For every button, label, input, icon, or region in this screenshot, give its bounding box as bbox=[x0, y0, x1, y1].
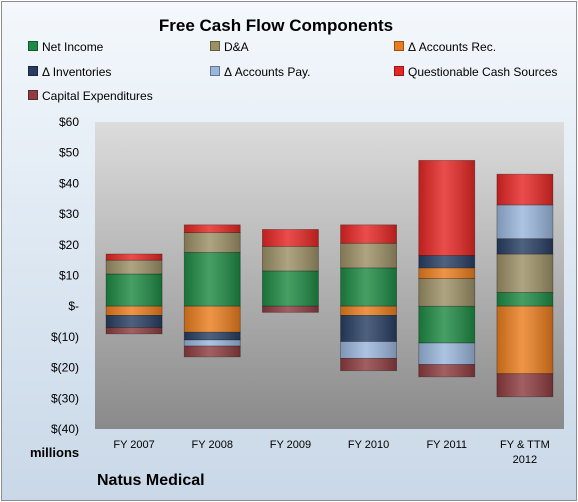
bar-accounts-pay-fy-2011-shading bbox=[418, 343, 475, 365]
bar-inventories-fy-2011-shading bbox=[418, 255, 475, 268]
y-tick-label: $(10) bbox=[51, 330, 79, 344]
legend-label-questionable-cash: Questionable Cash Sources bbox=[408, 65, 558, 79]
legend-item-accounts-pay: Δ Accounts Pay. bbox=[210, 65, 311, 79]
legend-swatch-da bbox=[210, 41, 220, 51]
bar-d-a-fy-ttm-2012-shading bbox=[496, 254, 553, 293]
x-tick-label: FY & TTM 2012 bbox=[500, 439, 550, 466]
plot-area bbox=[95, 122, 564, 429]
y-tick-label: $50 bbox=[59, 146, 79, 160]
bar-inventories-fy-ttm-2012-shading bbox=[496, 238, 553, 255]
chart-title: Free Cash Flow Components bbox=[158, 16, 394, 35]
legend-item-questionable-cash: Questionable Cash Sources bbox=[394, 65, 557, 79]
bar-accounts-rec-fy-2008-shading bbox=[184, 306, 241, 333]
y-tick-label: $(20) bbox=[51, 361, 79, 375]
legend-item-accounts-rec: Δ Accounts Rec. bbox=[394, 40, 496, 54]
bar-capital-expenditures-fy-ttm-2012-shading bbox=[496, 373, 553, 397]
bar-questionable-cash-sources-fy-2009-shading bbox=[262, 229, 319, 247]
x-tick-label: FY 2008 bbox=[192, 439, 233, 451]
y-tick-label: $(30) bbox=[51, 391, 79, 405]
bar-capital-expenditures-fy-2010-shading bbox=[340, 358, 397, 371]
bar-accounts-rec-fy-2011-shading bbox=[418, 267, 475, 279]
bar-net-income-fy-2009-shading bbox=[262, 270, 319, 307]
legend-item-capex: Capital Expenditures bbox=[28, 89, 153, 103]
bar-questionable-cash-sources-fy-2011-shading bbox=[418, 160, 475, 256]
x-tick-label: FY 2009 bbox=[270, 439, 311, 451]
bar-capital-expenditures-fy-2007-shading bbox=[106, 327, 163, 334]
bar-d-a-fy-2007-shading bbox=[106, 260, 163, 274]
bar-d-a-fy-2010-shading bbox=[340, 243, 397, 268]
bar-accounts-rec-fy-2007-shading bbox=[106, 306, 163, 316]
y-tick-label: $30 bbox=[59, 207, 79, 221]
bar-net-income-fy-2007-shading bbox=[106, 273, 163, 307]
y-tick-label: $40 bbox=[59, 176, 79, 190]
legend-swatch-accounts-rec bbox=[394, 41, 404, 51]
legend-label-capex: Capital Expenditures bbox=[42, 89, 153, 103]
x-tick-label: FY 2010 bbox=[348, 439, 389, 451]
legend-swatch-inventories bbox=[28, 66, 38, 76]
bar-questionable-cash-sources-fy-2008-shading bbox=[184, 224, 241, 233]
bar-inventories-fy-2007-shading bbox=[106, 315, 163, 328]
legend-swatch-capex bbox=[28, 90, 38, 100]
y-tick-label: $- bbox=[68, 299, 79, 313]
legend-label-accounts-rec: Δ Accounts Rec. bbox=[408, 40, 497, 54]
legend-label-inventories: Δ Inventories bbox=[42, 65, 112, 79]
bar-inventories-fy-2008-shading bbox=[184, 332, 241, 340]
y-axis-unit-label: millions bbox=[30, 445, 80, 460]
bar-accounts-pay-fy-2008-shading bbox=[184, 339, 241, 347]
bar-net-income-fy-2010-shading bbox=[340, 267, 397, 307]
bar-d-a-fy-2011-shading bbox=[418, 278, 475, 307]
legend-item-net-income: Net Income bbox=[28, 40, 103, 54]
bar-accounts-pay-fy-2010-shading bbox=[340, 341, 397, 359]
legend-label-accounts-pay: Δ Accounts Pay. bbox=[224, 65, 311, 79]
legend-swatch-questionable-cash bbox=[394, 66, 404, 76]
bar-questionable-cash-sources-fy-ttm-2012-shading bbox=[496, 174, 553, 205]
bar-capital-expenditures-fy-2009-shading bbox=[262, 306, 319, 313]
bar-net-income-fy-2008-shading bbox=[184, 252, 241, 307]
legend-item-inventories: Δ Inventories bbox=[28, 65, 111, 79]
bar-net-income-fy-2011-shading bbox=[418, 306, 475, 344]
bar-accounts-pay-fy-ttm-2012-shading bbox=[496, 204, 553, 239]
y-tick-label: $(40) bbox=[51, 422, 79, 436]
x-tick-label: FY 2007 bbox=[113, 439, 154, 451]
bar-accounts-rec-fy-ttm-2012-shading bbox=[496, 306, 553, 374]
x-tick-label: FY 2011 bbox=[426, 439, 467, 451]
company-name: Natus Medical bbox=[97, 472, 205, 489]
y-tick-label: $20 bbox=[59, 238, 79, 252]
bar-d-a-fy-2008-shading bbox=[184, 232, 241, 253]
y-tick-label: $60 bbox=[59, 115, 79, 129]
bar-capital-expenditures-fy-2008-shading bbox=[184, 346, 241, 357]
bar-questionable-cash-sources-fy-2007-shading bbox=[106, 254, 163, 261]
bar-inventories-fy-2010-shading bbox=[340, 315, 397, 342]
legend-swatch-net-income bbox=[28, 41, 38, 51]
legend-label-net-income: Net Income bbox=[42, 40, 104, 54]
legend-swatch-accounts-pay bbox=[210, 66, 220, 76]
bar-accounts-rec-fy-2010-shading bbox=[340, 306, 397, 316]
legend-item-da: D&A bbox=[210, 40, 249, 54]
bar-net-income-fy-ttm-2012-shading bbox=[496, 292, 553, 307]
bar-questionable-cash-sources-fy-2010-shading bbox=[340, 224, 397, 244]
bar-capital-expenditures-fy-2011-shading bbox=[418, 364, 475, 377]
legend-label-da: D&A bbox=[224, 40, 249, 54]
y-tick-label: $10 bbox=[59, 269, 79, 283]
bar-d-a-fy-2009-shading bbox=[262, 246, 319, 271]
